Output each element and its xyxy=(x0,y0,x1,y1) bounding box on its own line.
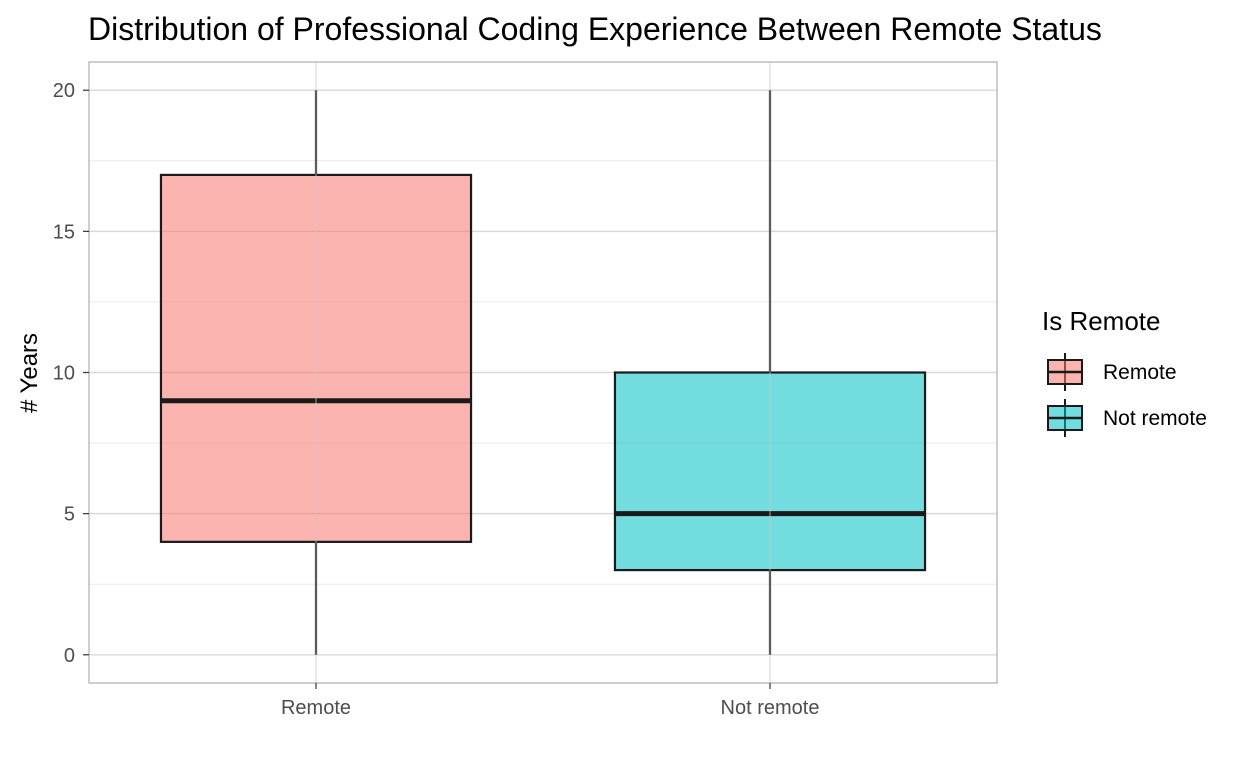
vertical-grid-overlay xyxy=(315,62,771,683)
y-tick-label: 0 xyxy=(64,645,75,667)
legend-label: Remote xyxy=(1103,361,1177,384)
y-tick-label: 10 xyxy=(53,363,75,385)
legend-title: Is Remote xyxy=(1042,306,1161,336)
x-tick-label: Remote xyxy=(281,697,351,719)
x-tick-label: Not remote xyxy=(721,697,820,719)
legend-item-remote: Remote xyxy=(1047,353,1177,391)
legend-item-not-remote: Not remote xyxy=(1047,399,1207,437)
y-tick-label: 20 xyxy=(53,80,75,102)
y-axis-title: # Years xyxy=(16,333,43,413)
chart-title: Distribution of Professional Coding Expe… xyxy=(88,11,1102,47)
legend: Is Remote Remote Not remote xyxy=(1042,306,1207,437)
y-axis-ticks: 0 5 10 15 20 xyxy=(53,80,89,667)
x-axis-ticks: Remote Not remote xyxy=(281,683,819,719)
y-tick-label: 15 xyxy=(53,221,75,243)
legend-label: Not remote xyxy=(1103,407,1207,430)
y-tick-label: 5 xyxy=(64,504,75,526)
